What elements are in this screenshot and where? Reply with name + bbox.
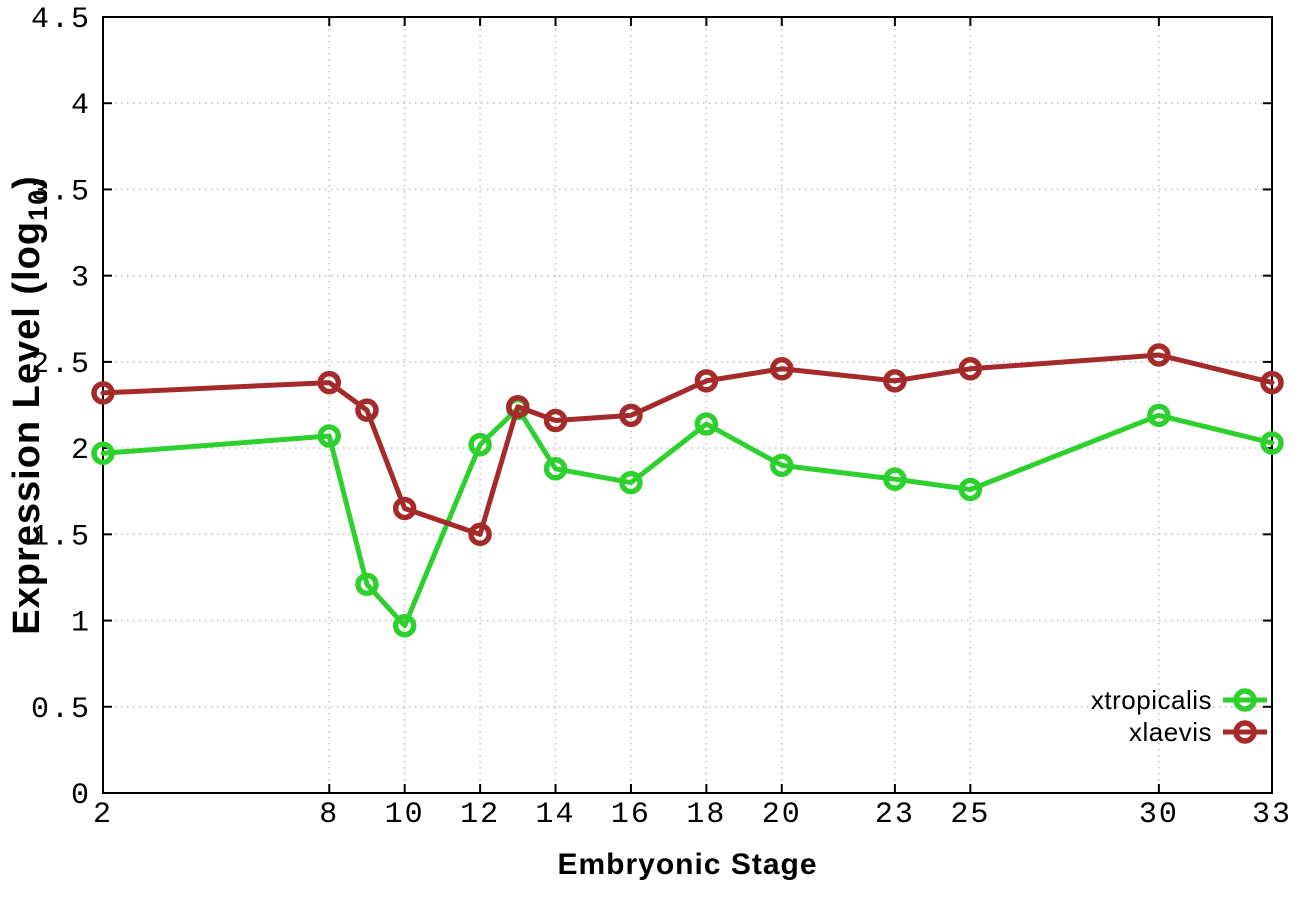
x-tick-label: 30 [1139,798,1179,832]
y-axis-title-subscript: 10 [23,188,53,221]
x-tick-label: 33 [1252,798,1292,832]
x-tick-label: 25 [950,798,990,832]
x-tick-label: 10 [385,798,425,832]
y-tick-label: 3.5 [31,175,91,209]
x-tick-label: 20 [762,798,802,832]
xtropicalis-point [958,477,983,502]
x-tick-label: 18 [686,798,726,832]
x-axis-title: Embryonic Stage [557,848,818,881]
xtropicalis-line [100,405,1275,629]
xlaevis-point [317,370,342,395]
y-tick-label: 4 [71,89,91,123]
y-tick-label: 2 [71,434,91,468]
xlaevis-point [694,369,719,393]
xlaevis-point [770,357,794,381]
y-axis-title-main: Expression Level (log [6,220,48,635]
xlaevis-line [100,352,1275,537]
xlaevis-point [1147,343,1171,367]
xtropicalis-point [1260,431,1284,455]
legend-item-xtropicalis: xtropicalis [1012,684,1270,716]
y-tick-label: 2.5 [31,348,91,382]
y-tick-label: 3 [71,262,91,296]
xtropicalis-point [355,572,379,597]
y-tick-label: 0.5 [31,693,91,727]
y-tick-label: 1 [71,607,91,641]
xtropicalis-point [619,470,643,495]
plot-border [102,16,1273,794]
x-tick-label: 2 [93,798,113,832]
xlaevis-point [355,398,379,422]
xlaevis-point [506,394,530,419]
xlaevis-point [619,403,643,428]
legend-label-xtropicalis: xtropicalis [1090,684,1212,715]
y-tick-label: 0 [71,779,91,813]
xlaevis-line-marker-icon [1223,720,1267,744]
x-tick-label: 12 [460,798,500,832]
xtropicalis-point [1147,403,1171,428]
x-tick-label: 23 [875,798,915,832]
xtropicalis-point [883,467,907,491]
y-tick-label: 4.5 [31,3,91,37]
xlaevis-point [1260,370,1284,395]
xlaevis-point [883,369,907,393]
xlaevis-point [958,357,983,381]
legend-item-xlaevis: xlaevis [1012,716,1270,748]
xtropicalis-line-marker-icon [1223,688,1267,712]
xlaevis-point [91,381,115,405]
legend-label-xlaevis: xlaevis [1129,716,1212,747]
y-axis-title: Expression Level (log10) [6,175,54,635]
xtropicalis-point [392,613,417,638]
x-tick-label: 8 [319,798,339,832]
x-tick-label: 16 [611,798,651,832]
y-tick-label: 1.5 [31,520,91,554]
xtropicalis-point [770,453,794,478]
xtropicalis-point [317,424,342,448]
y-axis-title-end: ) [6,175,48,189]
x-tick-label: 14 [536,798,576,832]
xlaevis-point [543,408,568,433]
xtropicalis-point [468,432,492,457]
xtropicalis-point [543,457,568,481]
xlaevis-point [468,522,492,547]
xtropicalis-point [91,441,115,466]
xtropicalis-point [694,412,719,436]
xlaevis-point [392,496,417,521]
